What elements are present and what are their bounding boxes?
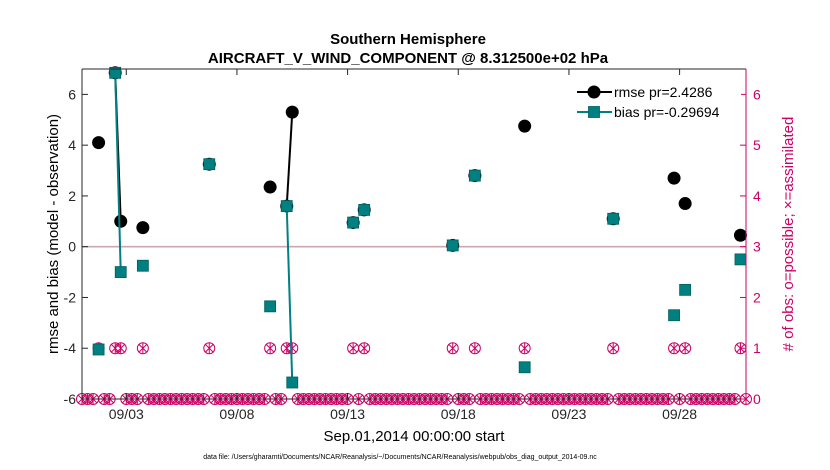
obs-assimilated-marker xyxy=(520,342,530,354)
x-tick-label: 09/18 xyxy=(441,406,476,422)
y-tick-label: -2 xyxy=(64,289,77,305)
legend-rmse-marker xyxy=(587,85,601,99)
bias-point xyxy=(518,361,531,374)
y-right-tick-label: 4 xyxy=(753,188,761,204)
x-tick-label: 09/03 xyxy=(109,406,144,422)
bias-point xyxy=(347,216,360,229)
obs-assimilated-marker xyxy=(348,342,358,354)
rmse-point xyxy=(518,119,532,133)
y-right-tick-label: 3 xyxy=(753,239,761,255)
y-axis-label-right: # of obs: o=possible; ×=assimilated xyxy=(780,117,797,352)
rmse-point xyxy=(733,228,747,242)
y-right-tick-label: 6 xyxy=(753,86,761,102)
y-tick-label: 0 xyxy=(68,239,76,255)
rmse-point xyxy=(678,197,692,211)
x-ticks: 09/03 09/08 09/13 09/18 09/23 09/28 xyxy=(109,69,697,422)
y-tick-label: -4 xyxy=(64,340,77,356)
bias-point xyxy=(734,253,747,266)
y-tick-label: 6 xyxy=(68,86,76,102)
obs-assimilated-marker xyxy=(204,342,214,354)
x-tick-label: 09/08 xyxy=(219,406,254,422)
obs-assimilated-marker xyxy=(116,342,126,354)
bias-point xyxy=(468,169,481,182)
obs-assimilated-marker xyxy=(470,342,480,354)
bias-point xyxy=(92,343,105,356)
rmse-point xyxy=(667,171,681,185)
y-ticks: -6 -4 -2 0 2 4 6 xyxy=(64,86,88,407)
bias-point xyxy=(358,203,371,216)
y-right-tick-label: 0 xyxy=(753,391,761,407)
data-file-footnote: data file: /Users/gharamti/Documents/NCA… xyxy=(203,454,597,461)
obs-assimilated-marker xyxy=(448,342,458,354)
y-tick-label: 4 xyxy=(68,137,76,153)
bias-point xyxy=(668,309,680,322)
bias-point xyxy=(114,266,127,278)
y-right-tick-label: 5 xyxy=(753,137,761,153)
rmse-point xyxy=(92,136,106,150)
legend: rmse pr=2.4286 bias pr=-0.29694 xyxy=(573,76,741,128)
bias-point xyxy=(280,200,293,212)
rmse-point xyxy=(136,221,150,235)
series-layer xyxy=(92,66,747,389)
rmse-line-segment xyxy=(285,112,294,207)
bias-point xyxy=(136,259,149,272)
bias-line-segment xyxy=(285,206,294,383)
x-tick-label: 09/13 xyxy=(330,406,365,422)
bias-point xyxy=(446,239,459,252)
y-tick-label: -6 xyxy=(64,391,77,407)
obs-assimilated-marker xyxy=(265,342,275,354)
bias-line-segment xyxy=(114,72,122,273)
rmse-point xyxy=(263,180,277,194)
x-axis-label: Sep.01,2014 00:00:00 start xyxy=(324,428,506,445)
bias-point xyxy=(109,66,122,79)
obs-assimilated-marker xyxy=(608,342,618,354)
y-right-tick-label: 2 xyxy=(753,289,761,305)
obs-assimilated-marker xyxy=(669,342,679,354)
rmse-point xyxy=(285,105,299,119)
chart-title: Southern Hemisphere xyxy=(330,31,486,48)
y-right-tick-label: 1 xyxy=(753,340,761,356)
bias-point xyxy=(286,376,299,389)
rmse-point xyxy=(114,214,128,228)
obs-assimilated-marker xyxy=(680,342,690,354)
bias-point xyxy=(607,212,620,225)
x-tick-label: 09/28 xyxy=(662,406,697,422)
legend-bias-marker xyxy=(588,106,600,118)
bias-point xyxy=(679,283,692,296)
y-ticks-right: 0 1 2 3 4 5 6 xyxy=(740,86,761,407)
bias-point xyxy=(264,300,277,313)
y-tick-label: 2 xyxy=(68,188,76,204)
legend-bias-label: bias pr=-0.29694 xyxy=(614,104,720,120)
legend-box xyxy=(573,76,741,128)
bias-point xyxy=(203,158,216,171)
legend-rmse-label: rmse pr=2.4286 xyxy=(614,84,713,100)
x-tick-label: 09/23 xyxy=(551,406,586,422)
y-axis-label: rmse and bias (model - observation) xyxy=(45,114,62,354)
obs-assimilated-marker xyxy=(138,342,148,354)
obs-assimilated-marker xyxy=(359,342,369,354)
chart-subtitle: AIRCRAFT_V_WIND_COMPONENT @ 8.312500e+02… xyxy=(208,50,609,67)
